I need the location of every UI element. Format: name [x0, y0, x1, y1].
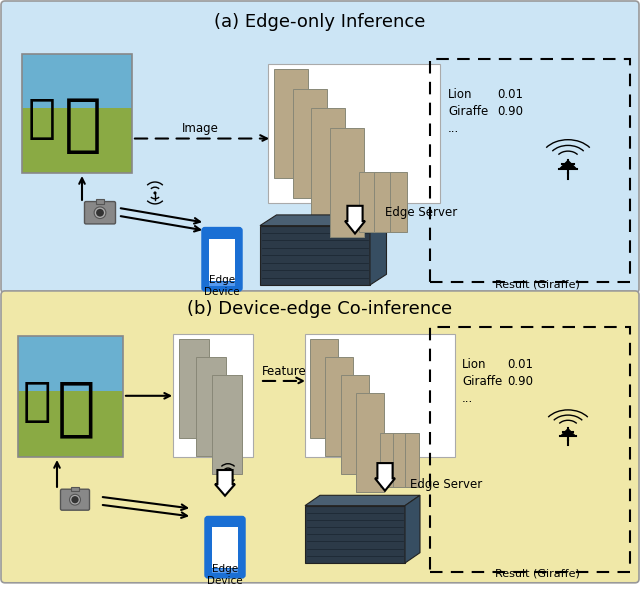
FancyBboxPatch shape: [179, 339, 209, 438]
FancyBboxPatch shape: [22, 108, 132, 173]
FancyBboxPatch shape: [330, 128, 364, 237]
FancyBboxPatch shape: [71, 487, 79, 491]
Polygon shape: [305, 495, 420, 506]
FancyBboxPatch shape: [206, 517, 244, 577]
FancyBboxPatch shape: [1, 291, 639, 583]
Text: 0.01: 0.01: [497, 87, 523, 100]
FancyBboxPatch shape: [260, 225, 370, 285]
FancyBboxPatch shape: [405, 433, 419, 487]
Circle shape: [72, 496, 79, 503]
Text: 🦒: 🦒: [56, 378, 95, 440]
FancyBboxPatch shape: [22, 54, 132, 108]
FancyBboxPatch shape: [310, 339, 338, 438]
FancyBboxPatch shape: [195, 357, 225, 456]
Text: Edge
Device: Edge Device: [204, 275, 240, 297]
Circle shape: [154, 191, 157, 195]
FancyBboxPatch shape: [312, 109, 346, 217]
Polygon shape: [260, 215, 387, 225]
Text: Lion: Lion: [448, 87, 472, 100]
FancyBboxPatch shape: [305, 335, 455, 457]
FancyBboxPatch shape: [390, 172, 406, 232]
FancyBboxPatch shape: [209, 238, 235, 281]
Circle shape: [70, 494, 81, 505]
FancyBboxPatch shape: [173, 335, 253, 457]
FancyBboxPatch shape: [18, 391, 123, 457]
FancyBboxPatch shape: [380, 433, 394, 487]
FancyBboxPatch shape: [84, 202, 115, 224]
Text: (b) Device-edge Co-inference: (b) Device-edge Co-inference: [188, 300, 452, 318]
Text: Edge Server: Edge Server: [385, 206, 457, 219]
Text: Giraffe: Giraffe: [462, 375, 502, 388]
Text: 0.90: 0.90: [497, 105, 523, 119]
Text: 🦒: 🦒: [63, 96, 102, 156]
Circle shape: [96, 209, 104, 217]
Text: 0.90: 0.90: [507, 375, 533, 388]
FancyBboxPatch shape: [356, 393, 384, 492]
FancyBboxPatch shape: [305, 506, 405, 563]
Text: Result (Giraffe): Result (Giraffe): [495, 569, 580, 579]
Text: Image: Image: [182, 122, 218, 135]
Polygon shape: [375, 463, 395, 491]
Text: 0.01: 0.01: [507, 358, 533, 371]
FancyBboxPatch shape: [212, 375, 242, 474]
FancyBboxPatch shape: [325, 357, 353, 456]
FancyBboxPatch shape: [212, 569, 237, 573]
FancyBboxPatch shape: [374, 172, 391, 232]
Polygon shape: [345, 206, 365, 234]
FancyBboxPatch shape: [96, 199, 104, 204]
Polygon shape: [560, 428, 576, 437]
FancyBboxPatch shape: [341, 375, 369, 474]
Circle shape: [94, 207, 106, 218]
FancyBboxPatch shape: [268, 64, 440, 203]
FancyBboxPatch shape: [392, 433, 406, 487]
Text: Feature: Feature: [262, 365, 307, 378]
FancyBboxPatch shape: [203, 228, 241, 290]
FancyBboxPatch shape: [18, 336, 123, 391]
Polygon shape: [405, 495, 420, 563]
Polygon shape: [370, 215, 387, 285]
FancyBboxPatch shape: [359, 172, 376, 232]
Text: Edge Server: Edge Server: [410, 478, 483, 491]
Text: 🌳: 🌳: [28, 97, 56, 142]
Text: (a) Edge-only Inference: (a) Edge-only Inference: [214, 13, 426, 31]
FancyBboxPatch shape: [274, 69, 308, 178]
Text: Lion: Lion: [462, 358, 486, 371]
FancyBboxPatch shape: [1, 1, 639, 293]
Circle shape: [227, 471, 229, 474]
Polygon shape: [559, 160, 577, 169]
Text: ...: ...: [448, 122, 460, 135]
Text: Result (Giraffe): Result (Giraffe): [495, 279, 580, 289]
Polygon shape: [215, 470, 235, 496]
FancyBboxPatch shape: [61, 489, 90, 510]
Text: Edge
Device: Edge Device: [207, 564, 243, 586]
Text: ...: ...: [462, 392, 473, 405]
FancyBboxPatch shape: [292, 89, 326, 198]
Text: 🌳: 🌳: [22, 381, 51, 425]
Text: Giraffe: Giraffe: [448, 105, 488, 119]
FancyBboxPatch shape: [212, 527, 237, 568]
FancyBboxPatch shape: [209, 281, 235, 286]
